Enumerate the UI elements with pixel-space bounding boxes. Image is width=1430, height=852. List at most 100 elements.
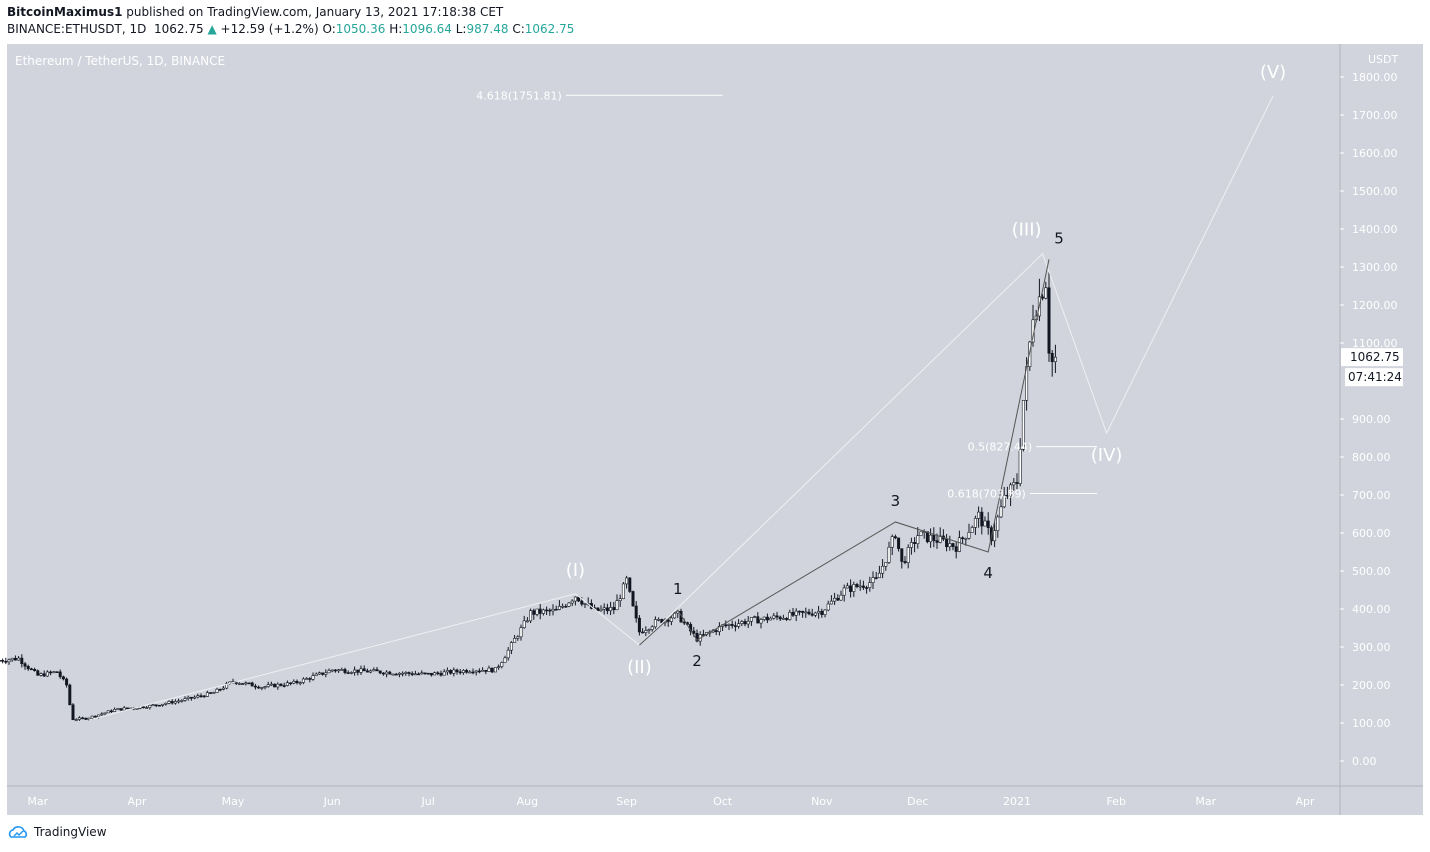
candle-body — [81, 717, 85, 720]
candle — [125, 707, 129, 710]
candle-body — [506, 649, 510, 659]
candle-body — [865, 587, 869, 589]
candle — [583, 602, 587, 608]
candle-body — [637, 617, 641, 633]
candle — [650, 625, 654, 632]
candle — [36, 669, 40, 676]
candle-body — [189, 696, 193, 699]
candle — [497, 664, 501, 670]
candle — [548, 608, 552, 616]
candle-body — [817, 610, 821, 614]
candle — [106, 710, 110, 714]
price-axis[interactable]: 1800.00 1700.00 1600.00 1500.00 1400.00 1300.… — [1340, 71, 1398, 768]
candle-body — [1044, 287, 1048, 299]
primary-wave-label: (V) — [1260, 62, 1286, 83]
candle-body — [964, 537, 968, 540]
candle — [391, 673, 395, 676]
candle-body — [893, 536, 897, 539]
candle-body — [295, 681, 299, 684]
candle-body — [724, 624, 728, 627]
candle-body — [727, 624, 731, 626]
symbol-info: BINANCE:ETHUSDT, 1D 1062.75 ▲ +12.59 (+1… — [7, 22, 574, 36]
candle-body — [567, 602, 571, 607]
candle-body — [612, 607, 616, 611]
candle-body — [109, 710, 113, 713]
candle — [215, 687, 219, 693]
candle-body — [548, 609, 552, 612]
chart-background — [7, 44, 1423, 815]
candle-body — [535, 608, 539, 615]
candle-body — [308, 678, 312, 680]
candle-body — [324, 672, 328, 675]
candle — [145, 705, 149, 709]
candle-body — [55, 671, 59, 673]
candle-body — [113, 708, 117, 712]
candle-body — [36, 670, 40, 676]
candle-body — [842, 587, 846, 596]
candle — [740, 620, 744, 627]
candle-body — [861, 585, 865, 588]
candle — [423, 672, 427, 675]
candle — [532, 608, 536, 620]
candle — [877, 565, 881, 579]
candle-body — [781, 618, 785, 620]
candle — [570, 599, 574, 607]
candle — [509, 641, 513, 655]
candle — [490, 667, 494, 674]
candle — [849, 579, 853, 598]
candle-body — [196, 695, 200, 698]
candle-body — [375, 669, 379, 672]
candle — [951, 542, 955, 551]
candle — [900, 548, 904, 569]
candle-body — [145, 707, 149, 709]
candle-body — [644, 630, 648, 633]
candle — [247, 682, 251, 685]
candle — [122, 706, 126, 711]
y-tick-label: 600.00 — [1352, 527, 1391, 540]
candle-body — [570, 600, 574, 604]
candle-body — [33, 669, 37, 672]
candle-body — [996, 516, 1000, 531]
candle — [1005, 486, 1009, 500]
candle-body — [305, 678, 309, 680]
candle-body — [1009, 484, 1013, 497]
candle-body — [647, 629, 651, 631]
candle-body — [103, 712, 107, 715]
close-value: 1062.75 — [524, 22, 575, 36]
time-axis[interactable]: Mar Apr May Jun Jul Aug Sep Oct Nov Dec 2021 Feb Mar… — [27, 795, 1315, 808]
candle-body — [26, 665, 30, 670]
candle-body — [903, 561, 907, 563]
low-value: 987.48 — [466, 22, 509, 36]
author-name[interactable]: BitcoinMaximus1 — [7, 5, 123, 19]
sub-wave-label: 1 — [673, 580, 683, 598]
candle-body — [881, 565, 885, 574]
candle — [314, 672, 318, 676]
candle — [161, 703, 165, 707]
candle — [605, 603, 609, 615]
candle-body — [602, 607, 606, 610]
candle — [212, 691, 216, 694]
candle-body — [23, 663, 27, 667]
candle-body — [583, 603, 587, 605]
last-price: 1062.75 — [154, 22, 204, 36]
candle — [573, 596, 577, 606]
candle-body — [769, 617, 773, 621]
candle — [250, 681, 254, 687]
candle-body — [826, 603, 830, 611]
candle — [295, 679, 299, 685]
candle-body — [932, 534, 936, 541]
candle-body — [244, 682, 248, 685]
y-tick-label: 1100.00 — [1352, 337, 1398, 350]
candle — [781, 614, 785, 620]
candle-body — [241, 683, 245, 685]
candle — [433, 671, 437, 676]
sub-wave-label: 2 — [692, 652, 702, 670]
tradingview-logo[interactable]: TradingView — [8, 825, 107, 839]
candle — [100, 712, 104, 716]
candle-body — [273, 683, 277, 688]
x-tick-label: Nov — [811, 795, 833, 808]
candle — [407, 671, 411, 677]
candle-body — [503, 657, 507, 663]
open-label: O: — [322, 22, 336, 36]
